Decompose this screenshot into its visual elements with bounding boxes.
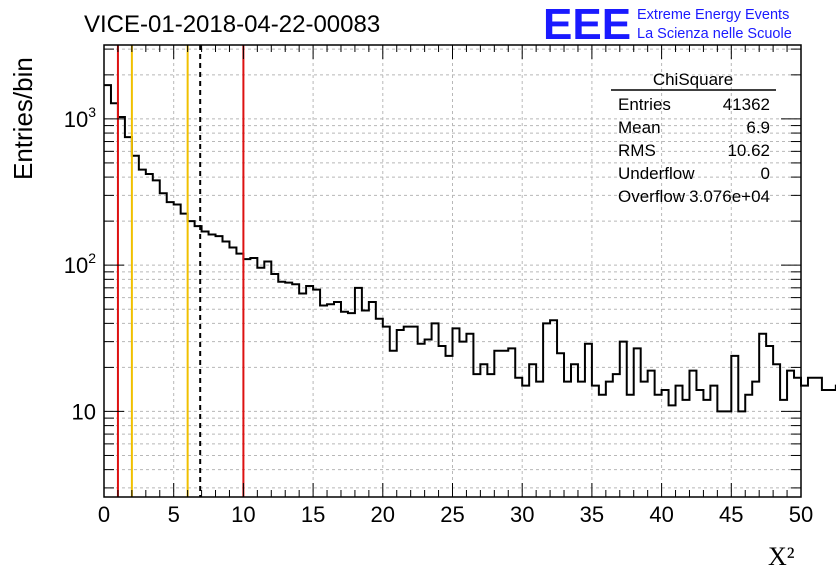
stats-box: ChiSquare Entries 41362 Mean 6.9 RMS 10.… <box>611 70 776 206</box>
y-tick-label: 102 <box>64 250 96 278</box>
x-axis-label: X² <box>768 542 795 571</box>
x-tick-labels: 0 5 10 15 20 25 30 35 40 45 50 <box>98 502 813 527</box>
x-tick-label: 0 <box>98 502 110 527</box>
eee-logo: EEE <box>543 0 631 49</box>
x-tick-label: 50 <box>789 502 813 527</box>
stats-label-entries: Entries <box>618 95 671 114</box>
stats-title: ChiSquare <box>653 70 733 89</box>
x-tick-label: 5 <box>168 502 180 527</box>
histogram <box>104 84 836 413</box>
x-tick-label: 30 <box>510 502 534 527</box>
stats-label-rms: RMS <box>618 141 656 160</box>
stats-value-overflow: 3.076e+04 <box>689 187 770 206</box>
stats-value-mean: 6.9 <box>746 118 770 137</box>
stats-label-mean: Mean <box>618 118 661 137</box>
histogram-steps <box>104 84 836 413</box>
x-tick-label: 45 <box>719 502 743 527</box>
y-tick-label: 10 <box>72 399 96 424</box>
marker-lines <box>116 45 245 497</box>
x-tick-label: 40 <box>649 502 673 527</box>
chart-title: VICE-01-2018-04-22-00083 <box>84 11 380 38</box>
y-axis-label: Entries/bin <box>8 57 38 180</box>
stats-label-overflow: Overflow <box>618 187 686 206</box>
axis-ticks <box>103 45 802 497</box>
x-tick-label: 20 <box>371 502 395 527</box>
stats-value-entries: 41362 <box>723 95 770 114</box>
stats-value-rms: 10.62 <box>727 141 770 160</box>
y-tick-label: 103 <box>64 104 96 132</box>
grid <box>104 45 801 497</box>
x-tick-label: 35 <box>580 502 604 527</box>
x-tick-label: 15 <box>301 502 325 527</box>
stats-label-underflow: Underflow <box>618 164 695 183</box>
logo-line-1: Extreme Energy Events <box>637 7 789 23</box>
x-tick-label: 10 <box>231 502 255 527</box>
y-tick-labels: 10 102 103 <box>64 104 96 425</box>
stats-value-underflow: 0 <box>761 164 770 183</box>
logo-line-2: La Scienza nelle Scuole <box>637 26 792 42</box>
x-tick-label: 25 <box>440 502 464 527</box>
